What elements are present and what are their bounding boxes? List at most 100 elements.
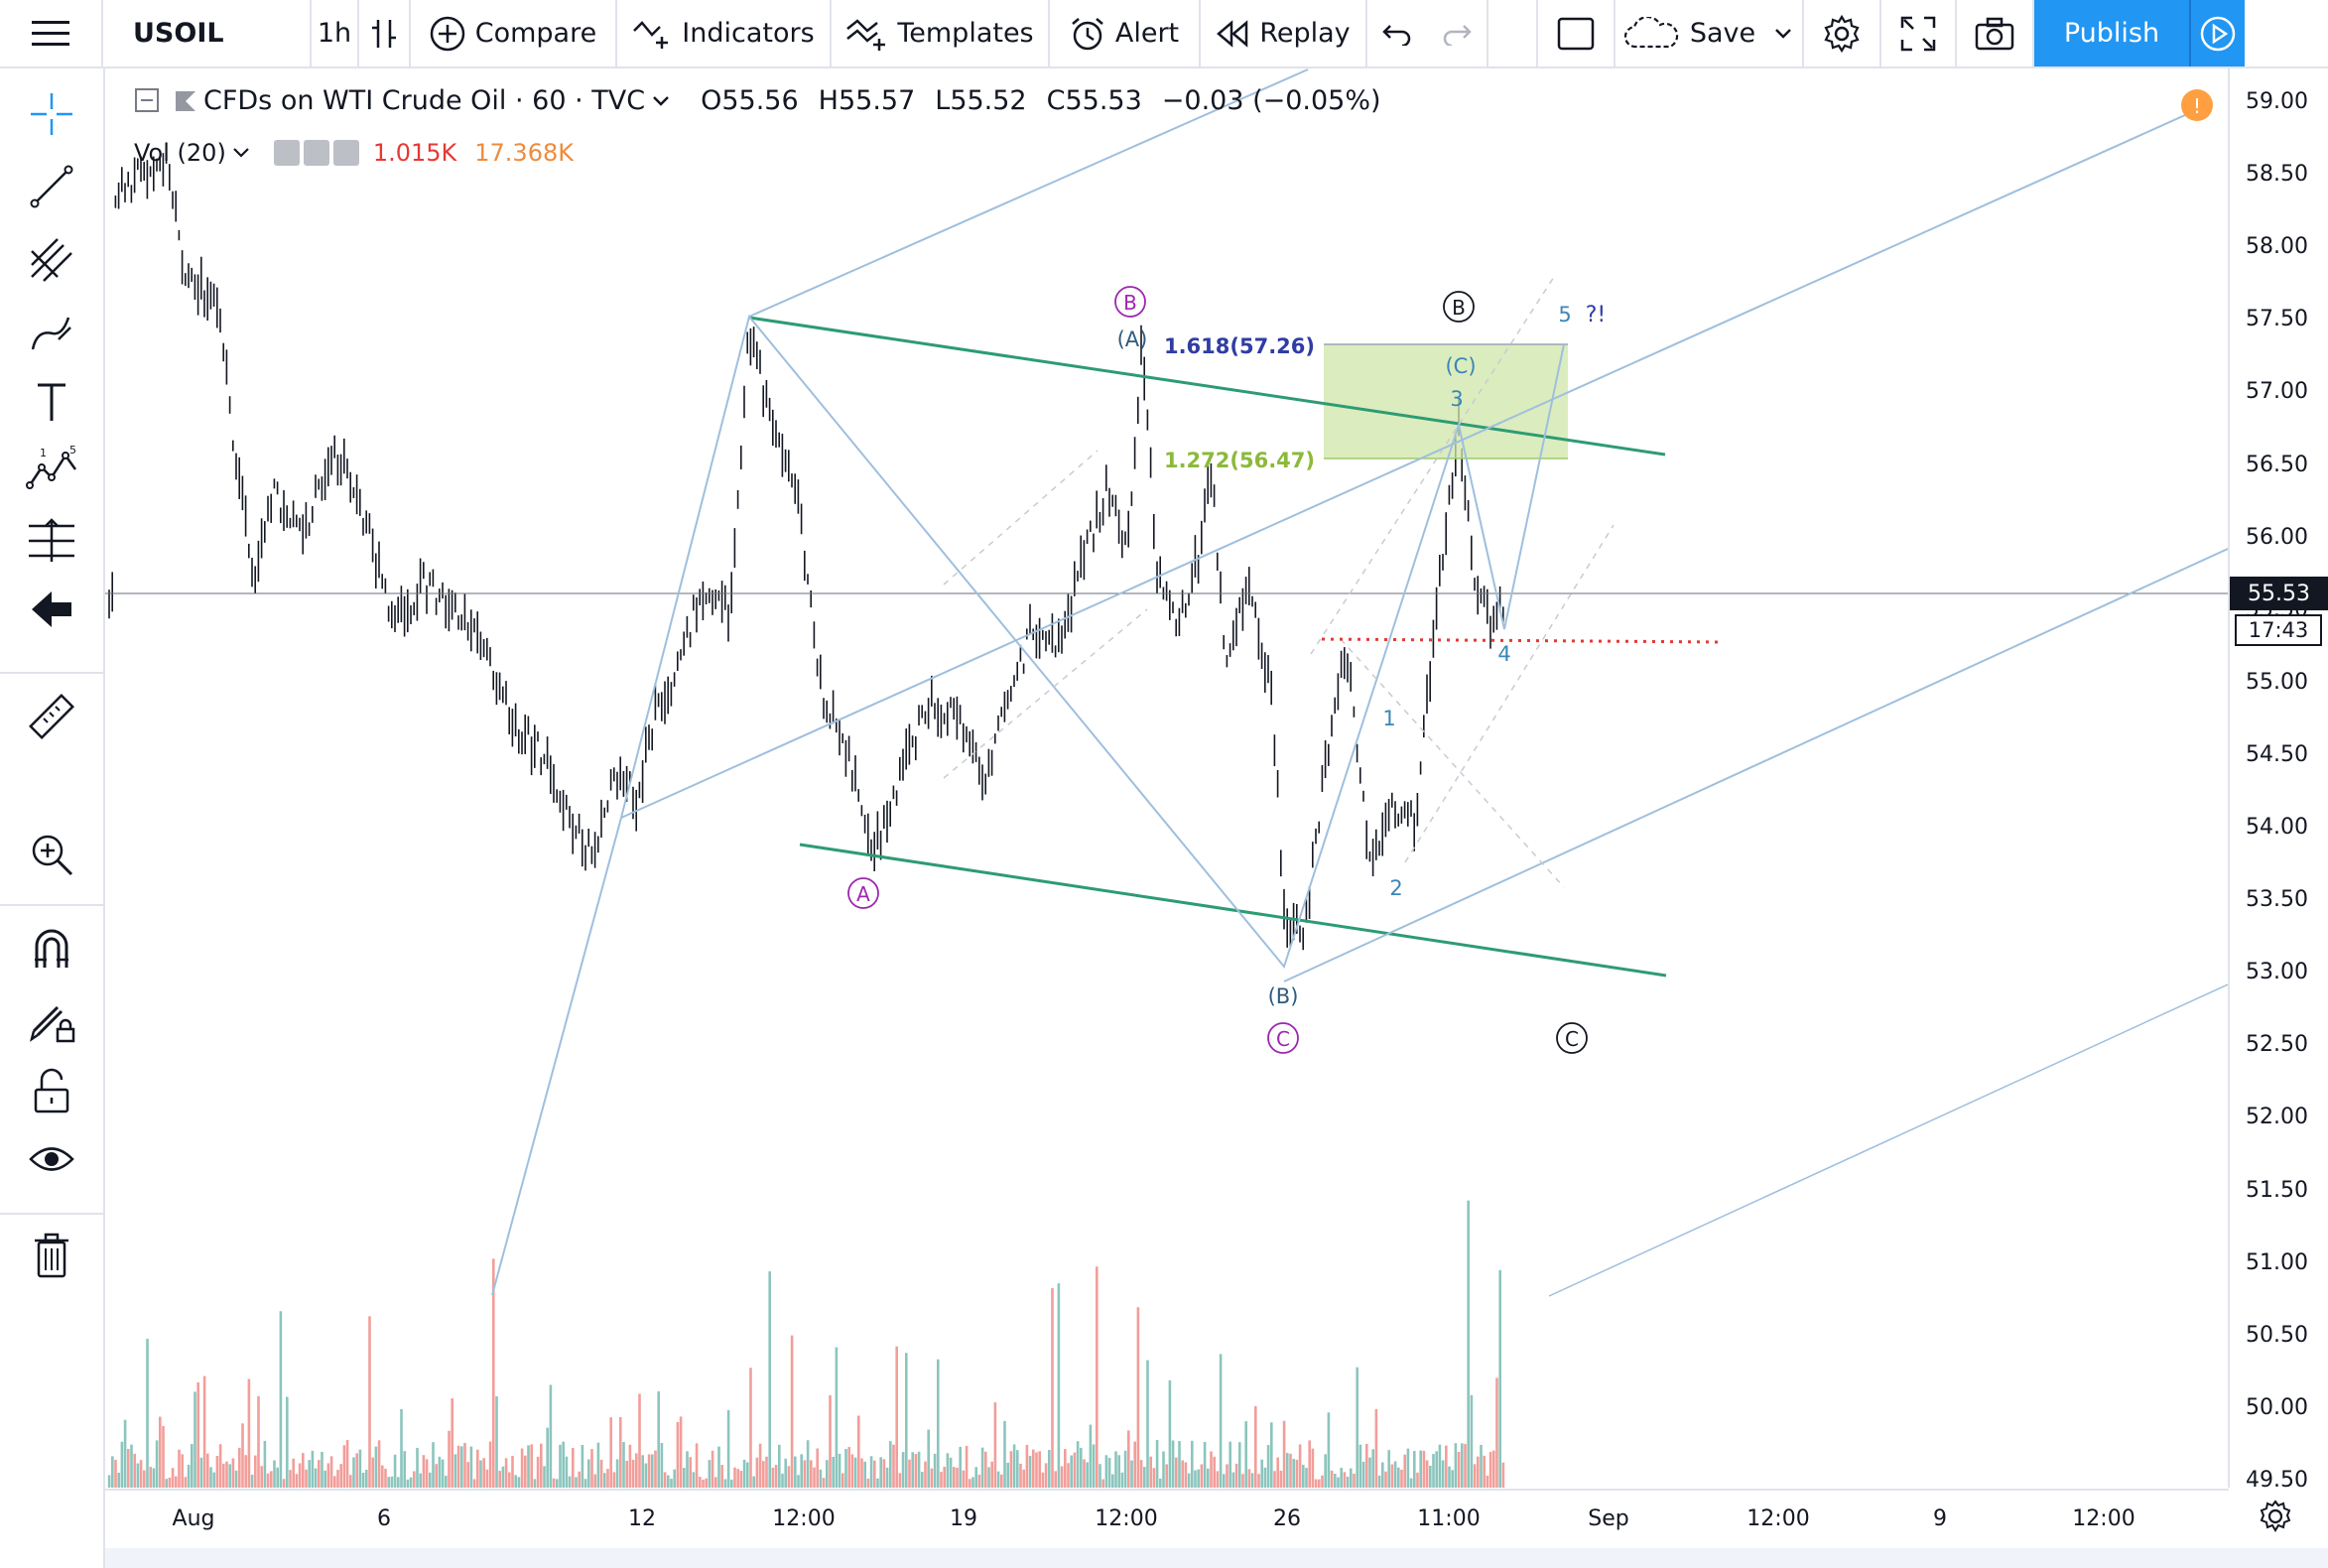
volume-bar (1406, 1448, 1410, 1488)
wave-label-4: 4 (1497, 642, 1510, 666)
chevron-down-icon[interactable] (232, 147, 250, 159)
compare-button[interactable]: Compare (411, 0, 617, 66)
measure-forecast-tool[interactable] (22, 511, 81, 571)
volume-bar (546, 1427, 549, 1488)
volume-bar (1187, 1473, 1191, 1488)
lock-drawing-tool[interactable] (22, 990, 81, 1050)
volume-bar (1282, 1420, 1286, 1488)
volume-bar (876, 1478, 879, 1488)
volume-bar (409, 1477, 413, 1488)
alert-button[interactable]: Alert (1050, 0, 1201, 66)
layout-button[interactable] (1538, 0, 1616, 66)
volume-bar (543, 1466, 546, 1488)
axis-settings-button[interactable] (2258, 1499, 2293, 1538)
volume-bar (587, 1459, 590, 1488)
visibility-tool[interactable] (22, 1129, 81, 1189)
save-label: Save (1689, 18, 1756, 49)
chart-type-button[interactable] (359, 0, 411, 66)
indicators-button[interactable]: Indicators (617, 0, 832, 66)
volume-bar (238, 1447, 241, 1488)
price-tick: 58.00 (2246, 234, 2308, 260)
fullscreen-button[interactable] (1881, 0, 1957, 66)
ruler-tool[interactable] (22, 687, 81, 746)
time-axis[interactable]: Aug 6 12 12:00 19 12:00 26 11:00 Sep 12:00 9 12:00 (105, 1489, 2229, 1550)
chevron-down-icon[interactable] (651, 94, 671, 108)
zoom-tool[interactable] (22, 825, 81, 884)
volume-bar (1226, 1464, 1229, 1488)
volume-bar (222, 1463, 225, 1488)
alert-badge[interactable] (2181, 89, 2213, 121)
volume-remove-icon[interactable] (332, 140, 359, 166)
replay-button[interactable]: Replay (1201, 0, 1367, 66)
volume-bar (1143, 1467, 1146, 1488)
volume-bar (603, 1473, 606, 1488)
price-tick: 51.50 (2246, 1177, 2308, 1203)
volume-bar (742, 1459, 746, 1488)
crosshair-tool[interactable] (22, 84, 81, 144)
remove-drawings-tool[interactable] (22, 1226, 81, 1285)
volume-bar (1168, 1379, 1172, 1488)
volume-bar (794, 1456, 797, 1488)
volume-settings-icon[interactable] (303, 140, 329, 166)
pitchfork-icon (31, 238, 72, 282)
menu-button[interactable] (0, 0, 103, 66)
text-tool[interactable] (22, 372, 81, 432)
trend-line-tool[interactable] (22, 157, 81, 216)
volume-bar (898, 1473, 902, 1488)
volume-bar (765, 1456, 768, 1488)
save-menu-button[interactable] (1764, 0, 1804, 66)
symbol-title[interactable]: CFDs on WTI Crude Oil · 60 · TVC (203, 85, 646, 116)
price-axis[interactable]: 59.0058.5058.0057.5057.0056.5056.0055.50… (2228, 68, 2328, 1493)
volume-bar (1286, 1453, 1289, 1488)
volume-bar (1213, 1456, 1216, 1488)
snapshot-button[interactable] (1957, 0, 2034, 66)
volume-name[interactable]: Vol (20) (134, 139, 226, 167)
collapse-legend-icon[interactable] (134, 87, 162, 115)
pitchfork-tool[interactable] (22, 230, 81, 290)
price-chart[interactable]: B A C B C (A) (B) (C) 3 1 2 4 5 ?! 1.618… (105, 68, 2228, 1488)
back-arrow-tool[interactable] (22, 580, 81, 639)
crosshair-icon (31, 93, 72, 135)
volume-bar (1308, 1440, 1311, 1488)
toolbar-divider (0, 672, 103, 674)
volume-bar (326, 1463, 330, 1488)
toolbar-spacer (1488, 0, 1538, 66)
channel-lower-line[interactable] (799, 843, 1667, 978)
channel-upper-line[interactable] (748, 316, 1666, 457)
volume-bar (612, 1472, 616, 1488)
redo-button[interactable] (1427, 0, 1488, 66)
volume-bar (619, 1416, 622, 1488)
volume-bar (1419, 1450, 1422, 1488)
fib-target-zone[interactable] (1324, 344, 1568, 458)
volume-visibility-icon[interactable] (273, 140, 300, 166)
fullscreen-icon (1900, 16, 1936, 51)
volume-bar (1483, 1455, 1486, 1488)
settings-button[interactable] (1804, 0, 1881, 66)
templates-button[interactable]: Templates (832, 0, 1050, 66)
volume-bar (1194, 1470, 1197, 1488)
volume-bar (349, 1475, 352, 1488)
volume-bar (1022, 1469, 1025, 1488)
volume-bar (231, 1458, 235, 1488)
wave-label-b-black: B (1452, 296, 1466, 320)
undo-button[interactable] (1367, 0, 1427, 66)
ohlc-close: C55.53 (1047, 85, 1142, 116)
volume-bar (485, 1469, 489, 1488)
volume-bar (311, 1450, 315, 1488)
symbol-search[interactable]: USOIL (103, 0, 312, 66)
volume-bar (1340, 1468, 1343, 1488)
interval-button[interactable]: 1h (312, 0, 359, 66)
lock-all-tool[interactable] (22, 1061, 81, 1120)
volume-bar (466, 1462, 469, 1488)
publish-button[interactable]: Publish (2034, 0, 2191, 66)
play-button[interactable] (2191, 0, 2245, 66)
redo-icon (1443, 24, 1472, 46)
volume-bar (1387, 1450, 1390, 1488)
bar-countdown: 17:43 (2235, 614, 2322, 646)
save-button[interactable]: Save (1616, 0, 1764, 66)
magnet-tool[interactable] (22, 920, 81, 980)
volume-bar (1374, 1408, 1378, 1488)
wave-circle-c-black (1556, 1022, 1588, 1054)
brush-tool[interactable] (22, 303, 81, 362)
